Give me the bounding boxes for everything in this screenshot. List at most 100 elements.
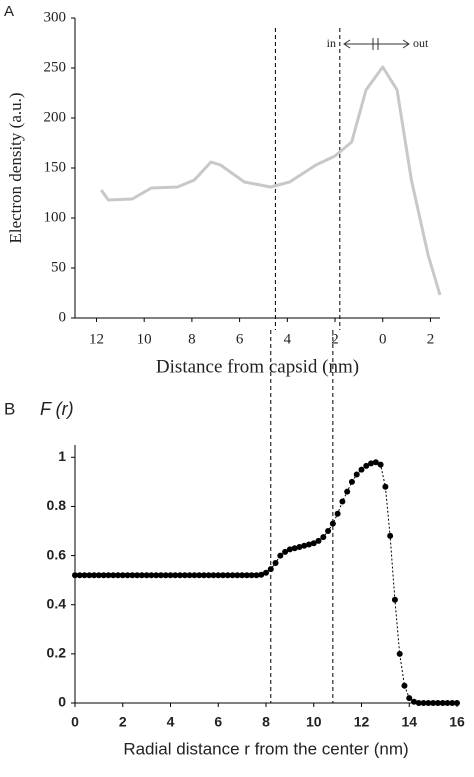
x-tick-label: 14 <box>401 714 417 730</box>
point <box>181 572 188 579</box>
point <box>267 566 274 573</box>
y-axis-label: F (r) <box>40 399 74 419</box>
y-tick-label: 0.4 <box>47 595 67 611</box>
point <box>162 572 169 579</box>
point <box>444 700 451 706</box>
point <box>119 572 126 579</box>
point <box>239 572 246 579</box>
point <box>196 572 203 579</box>
point <box>258 571 265 578</box>
y-tick-label: 0 <box>59 309 67 325</box>
point <box>396 650 403 657</box>
point <box>329 520 336 527</box>
point <box>76 572 83 579</box>
point <box>377 461 384 468</box>
y-tick-label: 100 <box>44 209 67 225</box>
x-tick-label: 6 <box>214 714 222 730</box>
point <box>415 700 422 706</box>
point <box>282 548 289 555</box>
y-tick-label: 150 <box>44 159 67 175</box>
point <box>325 528 332 534</box>
density-curve <box>99 65 442 296</box>
point <box>353 471 360 478</box>
point <box>138 572 145 579</box>
point <box>129 572 136 579</box>
x-tick-label: 4 <box>284 331 292 347</box>
point <box>425 700 432 706</box>
y-axis-label: Electron density (a.u.) <box>6 92 25 243</box>
point <box>449 700 456 706</box>
y-tick-label: 0.8 <box>47 497 67 513</box>
point <box>420 700 427 706</box>
point <box>291 545 298 552</box>
point <box>100 572 107 579</box>
point <box>210 572 217 579</box>
point <box>134 572 141 579</box>
point <box>215 572 222 579</box>
point <box>363 462 370 469</box>
point <box>344 488 351 495</box>
point <box>172 572 179 579</box>
y-tick-label: 0 <box>58 694 66 710</box>
point <box>315 537 322 544</box>
point <box>277 552 284 559</box>
x-tick-label: 12 <box>89 331 104 347</box>
point <box>382 483 389 490</box>
annotation: out <box>413 36 429 50</box>
x-tick-label: 10 <box>306 714 322 730</box>
connector <box>75 461 457 704</box>
x-tick-label: 2 <box>119 714 127 730</box>
point <box>272 559 279 566</box>
x-tick-label: 0 <box>71 714 79 730</box>
x-tick-label: 6 <box>236 331 244 347</box>
point <box>334 510 341 517</box>
x-tick-label: 8 <box>262 714 270 730</box>
point <box>229 572 236 579</box>
point <box>81 572 88 579</box>
annotation: in <box>327 36 336 50</box>
point <box>72 572 78 579</box>
point <box>401 682 408 689</box>
point <box>86 572 93 579</box>
point <box>95 572 102 579</box>
y-tick-label: 250 <box>44 59 67 75</box>
point <box>157 572 164 579</box>
arrow-break <box>372 38 379 50</box>
point <box>368 460 375 467</box>
x-tick-label: 2 <box>331 331 339 347</box>
point <box>296 543 303 550</box>
point <box>372 459 379 466</box>
point <box>434 700 441 706</box>
x-tick-label: 12 <box>354 714 370 730</box>
point <box>167 572 174 579</box>
point <box>253 572 260 579</box>
x-tick-label: 16 <box>449 714 465 730</box>
x-tick-label: 0 <box>379 331 387 347</box>
point <box>439 700 446 706</box>
point <box>406 695 413 702</box>
point <box>243 572 250 579</box>
point <box>358 466 365 473</box>
point <box>91 572 98 579</box>
x-axis-label: Distance from capsid (nm) <box>156 356 359 377</box>
point <box>320 534 327 541</box>
x-tick-label: 2 <box>427 331 435 347</box>
point <box>301 542 308 549</box>
y-tick-label: 0.2 <box>47 645 67 661</box>
point <box>143 572 150 579</box>
point <box>105 572 112 579</box>
point <box>177 572 184 579</box>
point <box>220 572 227 579</box>
y-tick-label: 50 <box>51 259 66 275</box>
point <box>110 572 117 579</box>
y-tick-label: 200 <box>44 109 67 125</box>
panel-label: A <box>4 3 14 20</box>
x-axis-label: Radial distance r from the center (nm) <box>123 739 408 758</box>
x-tick-label: 8 <box>188 331 196 347</box>
y-tick-label: 1 <box>58 448 66 464</box>
point <box>339 498 346 505</box>
point <box>200 572 207 579</box>
point <box>310 540 317 547</box>
point <box>454 700 460 706</box>
